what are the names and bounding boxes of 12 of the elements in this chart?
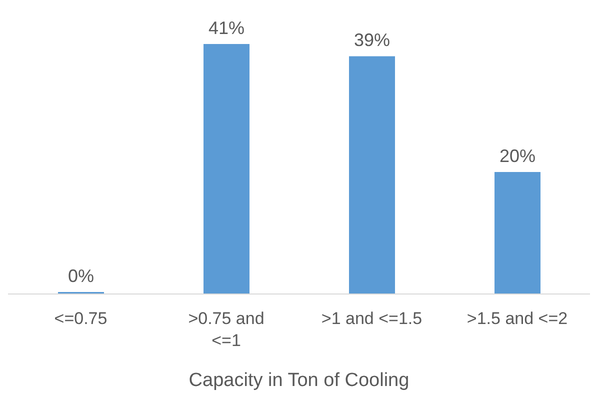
- data-label: 39%: [354, 30, 390, 50]
- bar: [204, 44, 250, 294]
- data-label: 20%: [499, 146, 536, 166]
- data-label: 0%: [68, 266, 94, 286]
- x-tick-label: <=0.75: [54, 309, 108, 328]
- x-axis-title: Capacity in Ton of Cooling: [188, 370, 410, 391]
- bar: [349, 56, 395, 294]
- data-label: 41%: [208, 18, 245, 38]
- x-tick-label: >1 and <=1.5: [321, 309, 422, 328]
- x-tick-label: >0.75 and <=1: [188, 309, 264, 350]
- bar: [494, 172, 540, 294]
- x-tick-label: >1.5 and <=2: [466, 309, 568, 328]
